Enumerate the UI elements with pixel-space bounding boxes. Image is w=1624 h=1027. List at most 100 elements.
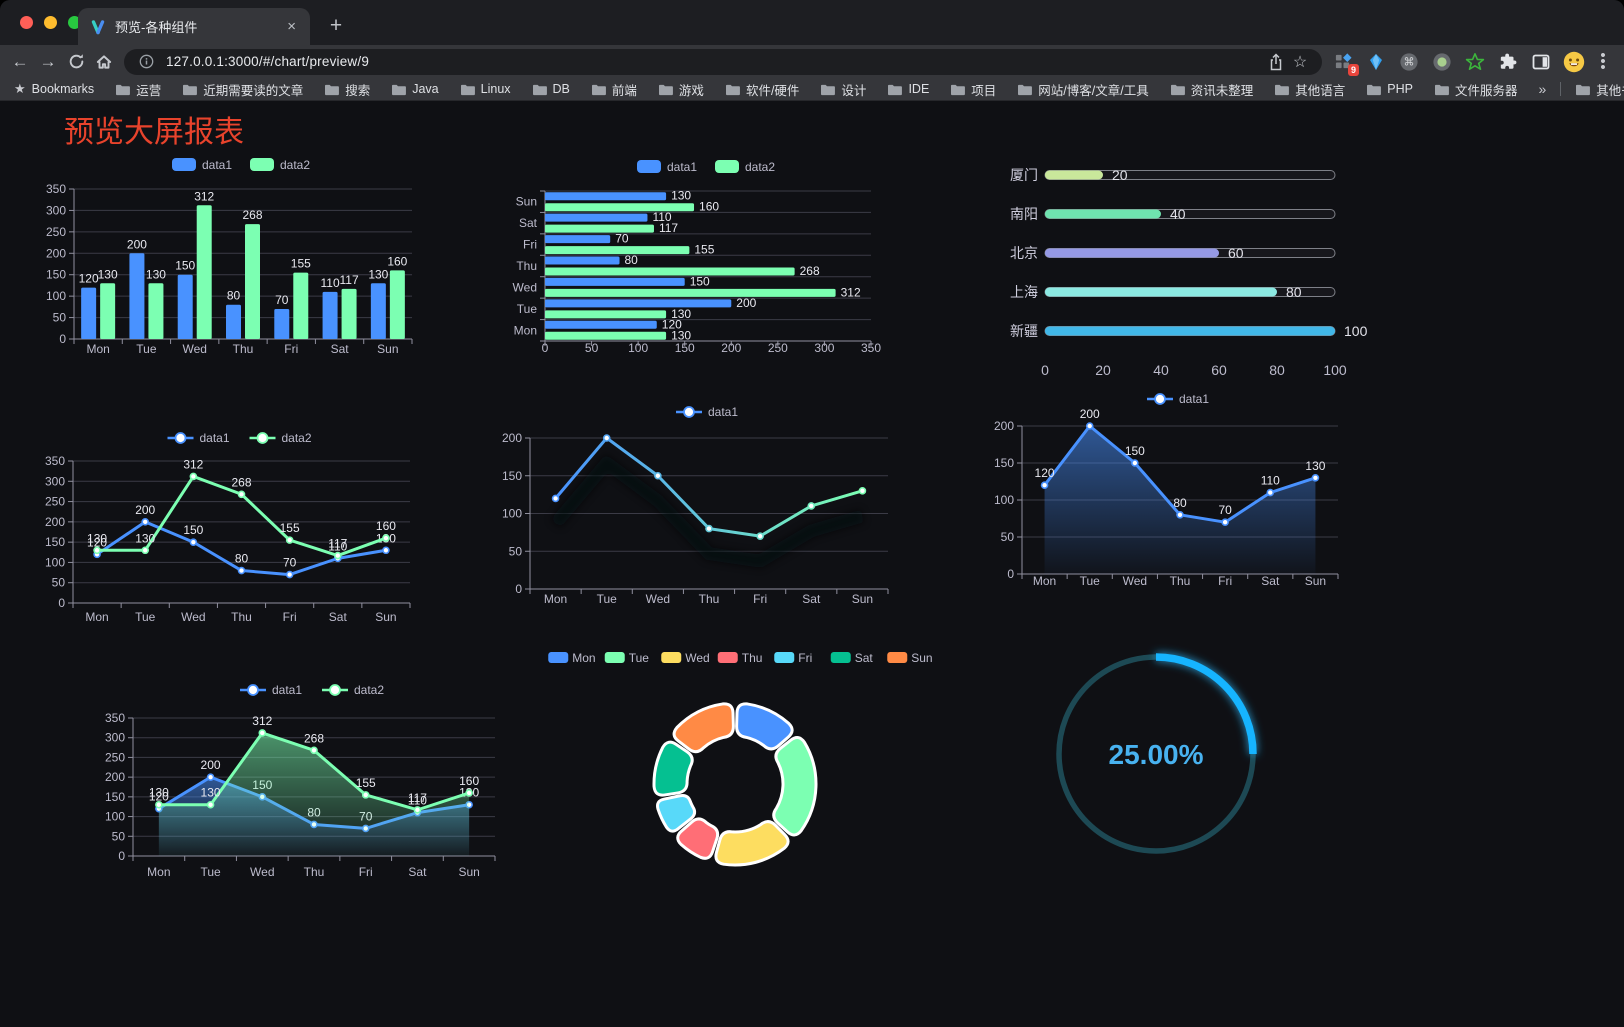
svg-text:data1: data1 (202, 158, 232, 172)
bookmark-folder-label: 前端 (611, 83, 637, 98)
chart-city-progress: 厦门 20 南阳 40 北京 60 上海 80 新疆 100 0 20 40 60 80 100 (990, 156, 1375, 381)
svg-text:312: 312 (841, 285, 861, 299)
svg-text:Mon: Mon (85, 610, 108, 624)
site-info-icon[interactable] (134, 50, 158, 74)
bookmark-folder[interactable]: Java (391, 82, 439, 96)
svg-text:Tue: Tue (597, 592, 618, 606)
bookmark-folder[interactable]: 网站/博客/文章/工具 (1017, 80, 1149, 99)
tab-title: 预览-各种组件 (115, 20, 198, 35)
svg-text:80: 80 (227, 289, 241, 303)
bookmark-star-icon[interactable]: ☆ (1292, 53, 1308, 71)
svg-text:268: 268 (800, 264, 820, 278)
address-bar[interactable]: 127.0.0.1:3000/#/chart/preview/9 ☆ (124, 48, 1322, 75)
svg-text:312: 312 (183, 457, 203, 471)
svg-text:Fri: Fri (523, 238, 537, 252)
profile-avatar[interactable] (1563, 51, 1585, 73)
forward-button[interactable]: → (39, 51, 57, 71)
tab-close-icon[interactable]: × (287, 18, 296, 35)
svg-text:120: 120 (149, 790, 169, 804)
extension-command-circle-icon[interactable]: ⌘ (1398, 51, 1420, 73)
svg-text:150: 150 (502, 469, 522, 483)
bookmark-folder[interactable]: 近期需要读的文章 (182, 80, 303, 99)
reload-button[interactable] (62, 48, 90, 76)
svg-text:Sun: Sun (516, 195, 537, 209)
svg-text:117: 117 (659, 221, 678, 235)
menu-kebab-icon[interactable]: • • • (1600, 46, 1606, 76)
chart-area-two-series: data1 data2 0 50 100 150 200 250 300 350 Mon Tue Wed… (95, 676, 505, 886)
svg-text:150: 150 (175, 259, 195, 273)
bookmark-folder[interactable]: 设计 (820, 80, 866, 99)
svg-text:250: 250 (105, 750, 125, 764)
svg-text:Tue: Tue (135, 610, 156, 624)
svg-text:Mon: Mon (86, 342, 109, 356)
svg-text:Fri: Fri (284, 342, 298, 356)
svg-text:117: 117 (408, 791, 427, 805)
svg-text:155: 155 (356, 776, 376, 790)
bookmark-folder-label: 资讯未整理 (1190, 83, 1254, 98)
bookmark-folder[interactable]: 资讯未整理 (1170, 80, 1254, 99)
browser-tab[interactable]: 预览-各种组件 × (78, 8, 310, 45)
svg-text:0: 0 (58, 596, 65, 610)
close-window-button[interactable] (20, 16, 33, 29)
bookmark-folder[interactable]: PHP (1366, 82, 1413, 96)
url-text[interactable]: 127.0.0.1:3000/#/chart/preview/9 (166, 54, 370, 69)
bookmark-folder[interactable]: 项目 (950, 80, 996, 99)
home-button[interactable] (90, 48, 118, 76)
share-icon[interactable] (1264, 50, 1288, 74)
bookmark-folder[interactable]: 运营 (115, 80, 161, 99)
extension-blue-diamond-icon[interactable] (1365, 51, 1387, 73)
bookmarks-root[interactable]: ★ Bookmarks (14, 81, 94, 97)
bookmark-folder[interactable]: 文件服务器 (1434, 80, 1517, 99)
bookmark-folder[interactable]: 其他语言 (1274, 80, 1345, 99)
svg-text:200: 200 (736, 296, 756, 310)
side-panel-icon[interactable] (1530, 51, 1552, 73)
svg-text:Wed: Wed (646, 592, 670, 606)
window-controls[interactable] (20, 16, 81, 29)
svg-text:Tue: Tue (136, 342, 157, 356)
svg-text:160: 160 (699, 200, 719, 214)
svg-text:150: 150 (45, 535, 65, 549)
extension-grid-icon[interactable]: 9 (1332, 51, 1359, 76)
minimize-window-button[interactable] (44, 16, 57, 29)
bookmark-folder[interactable]: DB (532, 82, 570, 96)
bookmark-folder-label: 其他语言 (1295, 83, 1346, 98)
svg-text:Sat: Sat (329, 610, 348, 624)
svg-text:80: 80 (235, 552, 249, 566)
svg-text:Mon: Mon (1033, 574, 1056, 588)
bookmark-folder[interactable]: 软件/硬件 (725, 80, 799, 99)
other-bookmarks[interactable]: 其他书签 (1575, 80, 1624, 99)
bookmarks-overflow-chevron[interactable]: » (1538, 81, 1547, 97)
svg-text:200: 200 (45, 515, 65, 529)
folder-icon (1367, 84, 1382, 95)
svg-text:Sun: Sun (458, 865, 479, 879)
zoom-window-button[interactable] (68, 16, 81, 29)
svg-text:312: 312 (194, 189, 214, 203)
extension-green-dot-icon[interactable] (1431, 51, 1453, 73)
svg-text:200: 200 (135, 503, 155, 517)
svg-text:100: 100 (46, 289, 66, 303)
bookmark-folder[interactable]: IDE (887, 82, 929, 96)
svg-text:data1: data1 (667, 160, 697, 174)
back-button[interactable]: ← (11, 51, 29, 71)
svg-text:50: 50 (509, 544, 523, 558)
extensions-puzzle-icon[interactable] (1497, 51, 1519, 73)
svg-text:120: 120 (79, 272, 99, 286)
svg-text:0: 0 (542, 341, 549, 355)
svg-text:300: 300 (105, 731, 125, 745)
star-icon: ★ (14, 81, 26, 96)
bookmark-folder[interactable]: 搜索 (324, 80, 370, 99)
bookmark-folder[interactable]: 游戏 (658, 80, 704, 99)
svg-text:Mon: Mon (544, 592, 567, 606)
svg-text:Fri: Fri (1218, 574, 1232, 588)
bookmark-folder[interactable]: Linux (460, 82, 511, 96)
svg-text:150: 150 (183, 523, 203, 537)
page-title: 预览大屏报表 (64, 116, 244, 149)
folder-icon (532, 84, 547, 95)
svg-text:100: 100 (628, 341, 648, 355)
bookmarks-bar: ★ Bookmarks 运营 近期需要读的文章 搜索 Java Linux DB 前端 游戏 软… (0, 78, 1624, 101)
divider (1560, 82, 1562, 96)
extension-green-star-icon[interactable] (1464, 51, 1486, 73)
new-tab-button[interactable]: + (329, 14, 343, 37)
bookmark-folder[interactable]: 前端 (591, 80, 637, 99)
svg-text:70: 70 (615, 232, 629, 246)
